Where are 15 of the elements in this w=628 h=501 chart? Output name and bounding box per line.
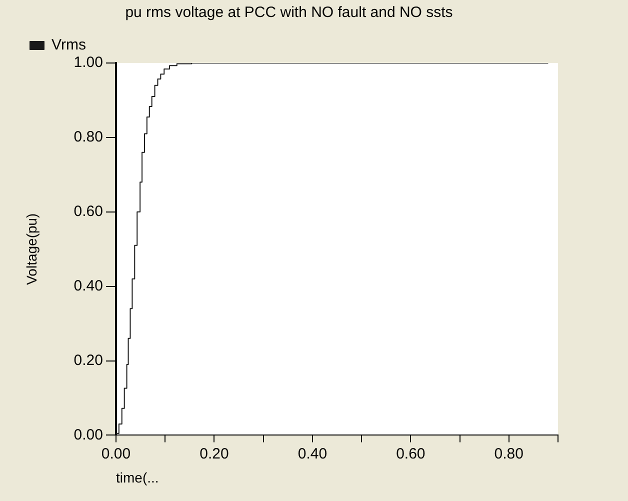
x-tick-label: 0.20 bbox=[200, 445, 229, 462]
y-tick-label: 1.00 bbox=[74, 54, 103, 72]
x-tick-label: 0.00 bbox=[101, 445, 131, 462]
chart-title: pu rms voltage at PCC with NO fault and NO ssts bbox=[125, 4, 453, 22]
y-tick-label: 0.80 bbox=[74, 128, 103, 146]
y-axis-title: Voltage(pu) bbox=[23, 213, 40, 285]
x-tick-label: 0.60 bbox=[396, 445, 426, 462]
legend-label: Vrms bbox=[52, 36, 86, 54]
x-tick-label: 0.80 bbox=[494, 445, 524, 462]
x-tick-label: 0.40 bbox=[298, 445, 328, 462]
y-tick-label: 0.20 bbox=[74, 352, 103, 369]
y-tick-label: 0.40 bbox=[74, 277, 103, 294]
y-tick-label: 0.60 bbox=[74, 203, 103, 220]
x-axis-title: time(... bbox=[116, 469, 159, 486]
y-tick-label: 0.00 bbox=[74, 426, 103, 444]
